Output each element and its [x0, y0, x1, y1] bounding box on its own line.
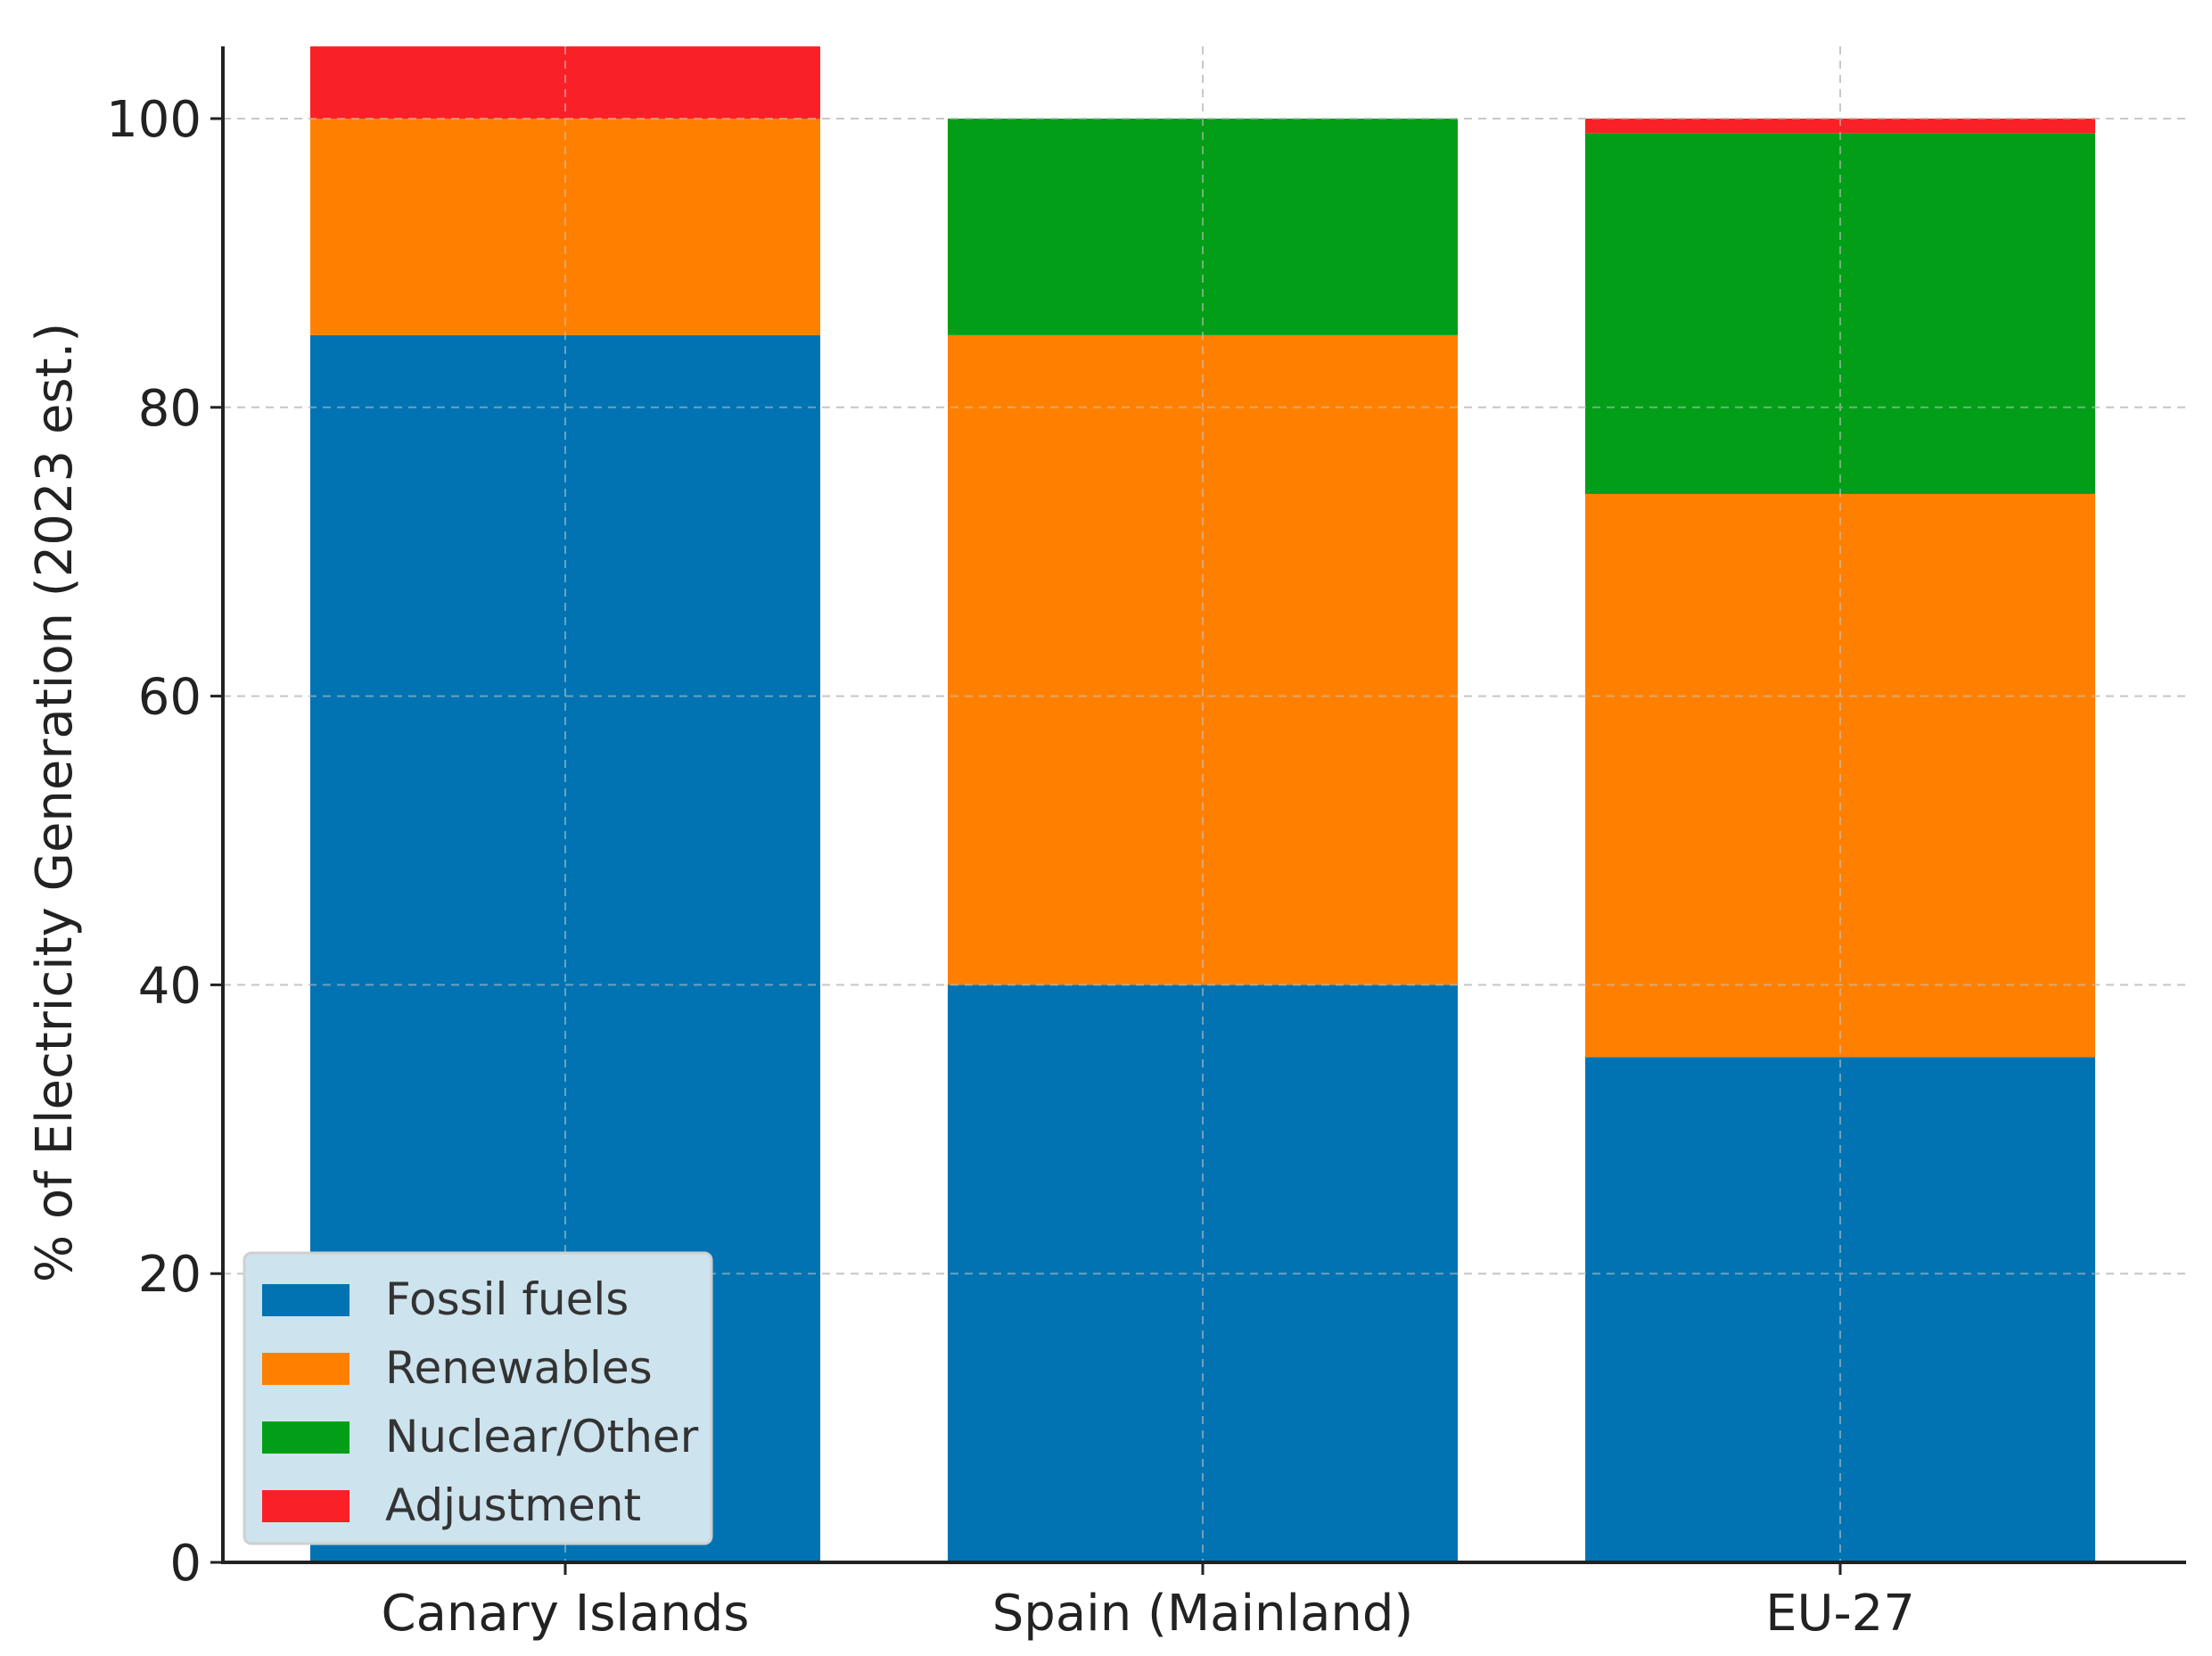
legend-swatch — [262, 1421, 349, 1454]
bars — [223, 46, 2186, 1562]
x-tick-label: Spain (Mainland) — [992, 1585, 1414, 1643]
legend-swatch — [262, 1353, 349, 1385]
legend-label: Fossil fuels — [385, 1273, 629, 1325]
y-tick-label: 0 — [169, 1535, 201, 1593]
bar-segment-renewables-canary-islands — [310, 119, 820, 335]
y-tick-label: 20 — [138, 1246, 201, 1304]
y-tick-label: 40 — [138, 957, 201, 1015]
legend-label: Adjustment — [385, 1479, 641, 1531]
y-tick-label: 100 — [106, 91, 201, 149]
y-axis-ticks: 0 20 40 60 80 100 — [106, 91, 223, 1593]
legend-label: Nuclear/Other — [385, 1411, 699, 1462]
y-axis-label: % of Electricity Generation (2023 est.) — [26, 323, 84, 1282]
legend-item: Renewables — [262, 1342, 653, 1394]
legend-box — [243, 1251, 713, 1545]
legend-label: Renewables — [385, 1342, 653, 1394]
x-axis-ticks: Canary Islands Spain (Mainland) EU-27 — [382, 1562, 1915, 1643]
x-tick-label: EU-27 — [1765, 1585, 1915, 1643]
legend-item: Adjustment — [262, 1479, 641, 1531]
legend-swatch — [262, 1490, 349, 1522]
bar-segment-nuclear-other-eu-27 — [1585, 133, 2095, 494]
bar-segment-nuclear-other-spain-mainland- — [948, 119, 1458, 335]
legend-item: Fossil fuels — [262, 1273, 629, 1325]
legend-swatch — [262, 1284, 349, 1316]
x-tick-label: Canary Islands — [382, 1585, 750, 1643]
legend: Fossil fuels Renewables Nuclear/Other Adjus… — [243, 1251, 713, 1545]
y-tick-label: 80 — [138, 380, 201, 438]
bar-segment-adjustment-eu-27 — [1585, 119, 2095, 134]
y-tick-label: 60 — [138, 669, 201, 727]
legend-item: Nuclear/Other — [262, 1411, 699, 1462]
